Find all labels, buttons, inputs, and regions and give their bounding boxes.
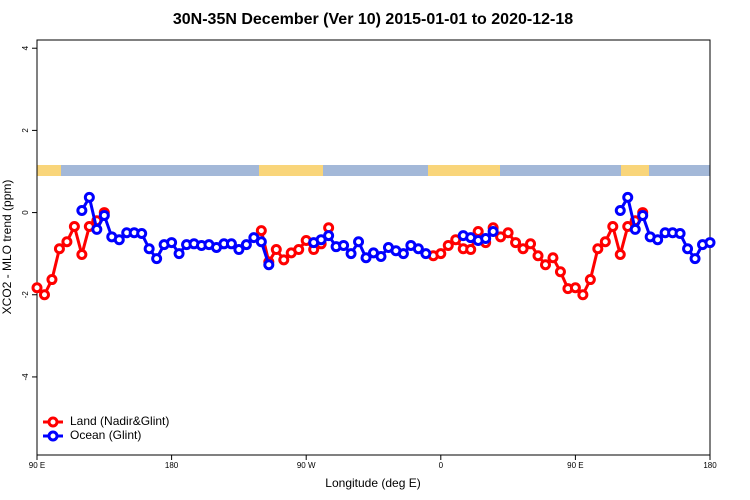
point: [270, 244, 282, 256]
point: [278, 254, 290, 266]
point: [480, 232, 492, 244]
point: [637, 209, 649, 221]
point: [607, 221, 619, 233]
point: [338, 239, 350, 251]
point: [345, 248, 357, 260]
point: [442, 239, 454, 251]
point: [517, 243, 529, 255]
y-axis-label: XCO2 - MLO trend (ppm): [0, 180, 14, 315]
point: [397, 248, 409, 260]
point: [53, 243, 65, 255]
point: [435, 248, 447, 260]
point: [46, 274, 58, 286]
point: [263, 259, 275, 271]
point: [375, 251, 387, 263]
x-tick-label: 180: [165, 461, 179, 470]
point: [76, 248, 88, 260]
point: [166, 237, 178, 249]
point: [532, 250, 544, 262]
x-tick-label: 90 W: [297, 461, 316, 470]
chart-title: 30N-35N December (Ver 10) 2015-01-01 to …: [173, 11, 573, 28]
point: [91, 223, 103, 235]
point: [323, 230, 335, 242]
point: [151, 253, 163, 265]
point: [652, 234, 664, 246]
point: [293, 244, 305, 256]
legend-label: Ocean (Glint): [70, 428, 141, 442]
point: [76, 205, 88, 217]
point: [622, 191, 634, 203]
y-tick-label: 4: [21, 45, 30, 50]
point: [547, 252, 559, 264]
x-tick-label: 180: [703, 461, 717, 470]
point: [233, 244, 245, 256]
point: [689, 253, 701, 265]
point: [614, 248, 626, 260]
point: [143, 243, 155, 255]
x-tick-label: 0: [439, 461, 444, 470]
point: [360, 252, 372, 264]
point: [240, 239, 252, 251]
point: [136, 228, 148, 240]
land-ocean-strip: [37, 165, 710, 176]
point: [412, 243, 424, 255]
point: [68, 221, 80, 233]
point: [420, 248, 432, 260]
legend-marker: [47, 430, 59, 442]
point: [225, 238, 237, 250]
point: [502, 227, 514, 239]
point: [554, 266, 566, 278]
point: [255, 236, 267, 248]
point: [83, 191, 95, 203]
y-tick-label: 2: [21, 128, 30, 133]
point: [113, 234, 125, 246]
x-axis-label: Longitude (deg E): [325, 476, 420, 490]
point: [255, 225, 267, 237]
point: [629, 223, 641, 235]
point: [173, 248, 185, 260]
y-tick-label: -2: [21, 291, 30, 299]
point: [592, 243, 604, 255]
point: [98, 209, 110, 221]
point: [682, 243, 694, 255]
point: [674, 228, 686, 240]
point: [577, 289, 589, 301]
point: [38, 289, 50, 301]
point: [569, 282, 581, 294]
point: [599, 236, 611, 248]
point: [31, 282, 43, 294]
legend-label: Land (Nadir&Glint): [70, 414, 169, 428]
point: [465, 244, 477, 256]
point: [539, 259, 551, 271]
point: [584, 274, 596, 286]
y-tick-label: -4: [21, 373, 30, 381]
point: [353, 236, 365, 248]
point: [510, 237, 522, 249]
y-tick-label: 0: [21, 210, 30, 215]
x-tick-label: 90 E: [29, 461, 45, 470]
x-tick-label: 90 E: [567, 461, 583, 470]
point: [472, 225, 484, 237]
point: [614, 205, 626, 217]
point: [487, 225, 499, 237]
point: [704, 237, 716, 249]
legend-marker: [47, 416, 59, 428]
point: [525, 238, 537, 250]
point: [61, 236, 73, 248]
